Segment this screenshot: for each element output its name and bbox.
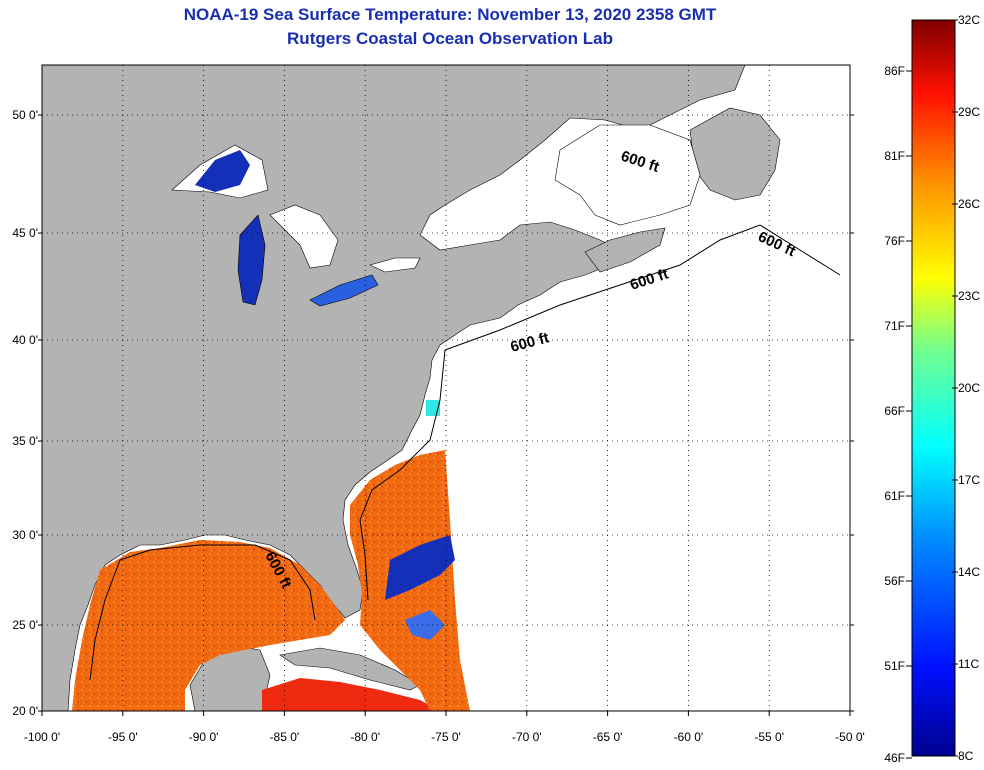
sst-cool-band (385, 535, 455, 600)
colorbar-celsius-label: 26C (958, 197, 980, 211)
y-tick-label: 20 0' (12, 704, 38, 718)
colorbar (911, 19, 956, 757)
colorbar-fahrenheit-label: 76F (884, 234, 905, 248)
y-tick-label: 35 0' (12, 434, 38, 448)
x-tick-label: -75 0' (431, 730, 461, 744)
contour-600ft (89, 224, 841, 681)
x-tick-label: -90 0' (189, 730, 219, 744)
colorbar-fahrenheit-label: 56F (884, 574, 905, 588)
colorbar-fahrenheit-label: 81F (884, 149, 905, 163)
y-tick-label: 30 0' (12, 528, 38, 542)
x-tick-label: -65 0' (593, 730, 623, 744)
x-tick-label: -85 0' (270, 730, 300, 744)
y-tick-label: 50 0' (12, 108, 38, 122)
colorbar-celsius-label: 11C (958, 657, 979, 671)
colorbar-celsius-label: 23C (958, 289, 980, 303)
gulf-st-lawrence (554, 124, 701, 226)
lake-erie (309, 274, 379, 307)
colorbar-fahrenheit-label: 71F (884, 319, 905, 333)
colorbar-celsius-labels: 32C 29C 26C 23C 20C 17C 14C 11C 8C (952, 13, 980, 763)
y-axis-ticks: 50 0' 45 0' 40 0' 35 0' 30 0' 25 0' 20 0' (12, 108, 854, 718)
colorbar-fahrenheit-label: 61F (884, 489, 905, 503)
x-tick-label: -100 0' (24, 730, 60, 744)
cuba (279, 647, 421, 691)
colorbar-celsius-label: 32C (958, 13, 980, 27)
colorbar-fahrenheit-labels: 86F 81F 76F 71F 66F 61F 56F 51F 46F (884, 64, 912, 765)
colorbar-fahrenheit-label: 51F (884, 659, 905, 673)
sst-gulf-of-mexico (72, 540, 345, 711)
colorbar-celsius-label: 8C (958, 749, 974, 763)
y-tick-label: 25 0' (12, 618, 38, 632)
map-title: NOAA-19 Sea Surface Temperature: Novembe… (183, 5, 717, 24)
colorbar-celsius-label: 29C (958, 105, 980, 119)
nova-scotia (584, 227, 666, 273)
y-tick-label: 45 0' (12, 226, 38, 240)
x-tick-label: -60 0' (674, 730, 704, 744)
y-tick-label: 40 0' (12, 333, 38, 347)
colorbar-celsius-label: 20C (958, 381, 980, 395)
land-mass (42, 65, 746, 711)
x-tick-label: -70 0' (512, 730, 542, 744)
colorbar-celsius-label: 14C (958, 565, 980, 579)
colorbar-celsius-label: 17C (958, 473, 980, 487)
lake-ontario (369, 257, 421, 273)
lake-superior-sst (195, 150, 250, 192)
x-tick-label: -50 0' (835, 730, 865, 744)
x-axis-ticks: -100 0' -95 0' -90 0' -85 0' -80 0' -75 0' -70… (24, 711, 865, 744)
sst-cool-patch (405, 610, 445, 640)
x-tick-label: -95 0' (108, 730, 138, 744)
newfoundland (689, 107, 781, 201)
lake-huron (269, 204, 339, 269)
x-tick-label: -80 0' (350, 730, 380, 744)
colorbar-fahrenheit-label: 46F (884, 751, 905, 765)
lake-michigan (237, 214, 266, 306)
colorbar-fahrenheit-label: 86F (884, 64, 905, 78)
x-tick-label: -55 0' (754, 730, 784, 744)
colorbar-fahrenheit-label: 66F (884, 404, 905, 418)
sst-caribbean (262, 678, 440, 711)
map-subtitle: Rutgers Coastal Ocean Observation Lab (287, 29, 613, 48)
